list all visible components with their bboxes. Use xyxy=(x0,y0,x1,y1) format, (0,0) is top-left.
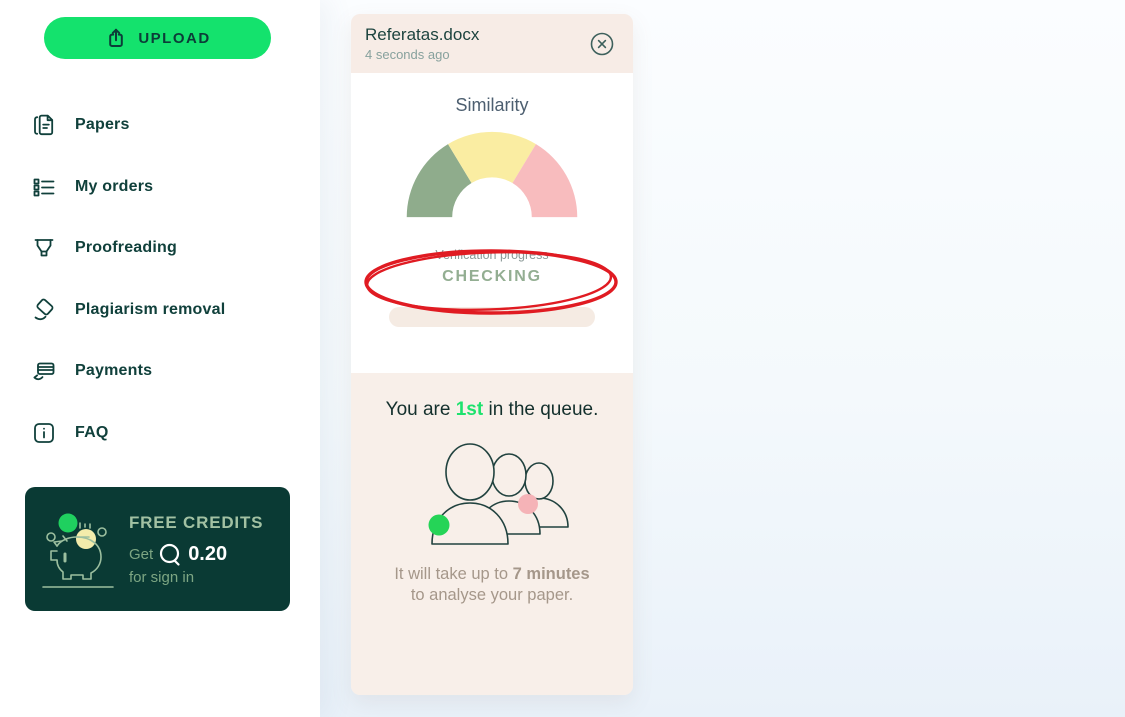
queue-position-text: You are 1st in the queue. xyxy=(385,399,599,420)
gauge-segment-low xyxy=(406,144,472,218)
queue-people-illustration xyxy=(351,437,633,554)
gauge-segment-medium xyxy=(448,131,536,184)
free-credits-title: FREE CREDITS xyxy=(129,512,264,532)
papers-icon xyxy=(30,111,58,139)
piggy-bank-icon xyxy=(42,513,114,588)
eta-duration: 7 minutes xyxy=(512,565,590,583)
upload-icon xyxy=(109,28,124,47)
file-name: Referatas.docx xyxy=(365,25,480,44)
close-icon xyxy=(590,32,614,55)
proofreading-pen-icon xyxy=(30,234,58,262)
progress-bar xyxy=(389,307,595,327)
paper-card-header: Referatas.docx 4 seconds ago xyxy=(351,14,633,73)
free-credits-amount: 0.20 xyxy=(188,543,228,565)
payments-card-icon xyxy=(30,357,58,385)
sidebar-item-label: Plagiarism removal xyxy=(75,301,226,318)
gauge-segment-high xyxy=(512,144,578,218)
queue-position-value: 1st xyxy=(455,399,484,420)
faq-info-icon xyxy=(30,419,58,447)
similarity-panel: Similarity Verification progress CHECKIN… xyxy=(351,73,633,373)
queue-dot-pink xyxy=(518,494,538,514)
sidebar-item-payments[interactable]: Payments xyxy=(0,351,320,391)
close-button[interactable] xyxy=(589,31,615,57)
sidebar-item-label: Papers xyxy=(75,116,130,133)
sidebar-item-plagiarism-removal[interactable]: Plagiarism removal xyxy=(0,290,320,330)
upload-button-label: UPLOAD xyxy=(138,29,211,47)
coin-icon xyxy=(160,543,180,566)
sidebar-item-label: Proofreading xyxy=(75,239,177,256)
sidebar-item-label: Payments xyxy=(75,362,153,379)
queue-panel: You are 1st in the queue. It will take u… xyxy=(351,373,633,695)
upload-time-ago: 4 seconds ago xyxy=(365,47,450,62)
sidebar-item-label: FAQ xyxy=(75,424,109,441)
sidebar: UPLOAD Papers My orders xyxy=(0,0,320,717)
eraser-icon xyxy=(30,296,58,324)
sidebar-item-label: My orders xyxy=(75,178,154,195)
sidebar-item-papers[interactable]: Papers xyxy=(0,105,320,145)
free-credits-banner[interactable]: FREE CREDITS Get 0.20 for sign in xyxy=(25,487,290,611)
sidebar-item-faq[interactable]: FAQ xyxy=(0,413,320,453)
sidebar-item-my-orders[interactable]: My orders xyxy=(0,167,320,207)
verification-progress-label: Verification progress xyxy=(435,248,549,262)
similarity-gauge xyxy=(351,130,633,225)
queue-dot-green xyxy=(428,514,450,536)
eta-text: It will take up to 7 minutes to analyse … xyxy=(394,565,590,604)
upload-button[interactable]: UPLOAD xyxy=(44,17,271,59)
similarity-title: Similarity xyxy=(455,95,529,115)
free-credits-subtitle: for sign in xyxy=(129,568,195,586)
sidebar-item-proofreading[interactable]: Proofreading xyxy=(0,228,320,268)
paper-status-card: Referatas.docx 4 seconds ago Similarity … xyxy=(351,14,633,695)
verification-status: CHECKING xyxy=(442,268,542,285)
orders-list-icon xyxy=(30,173,58,201)
free-credits-get-label: Get xyxy=(129,546,154,563)
